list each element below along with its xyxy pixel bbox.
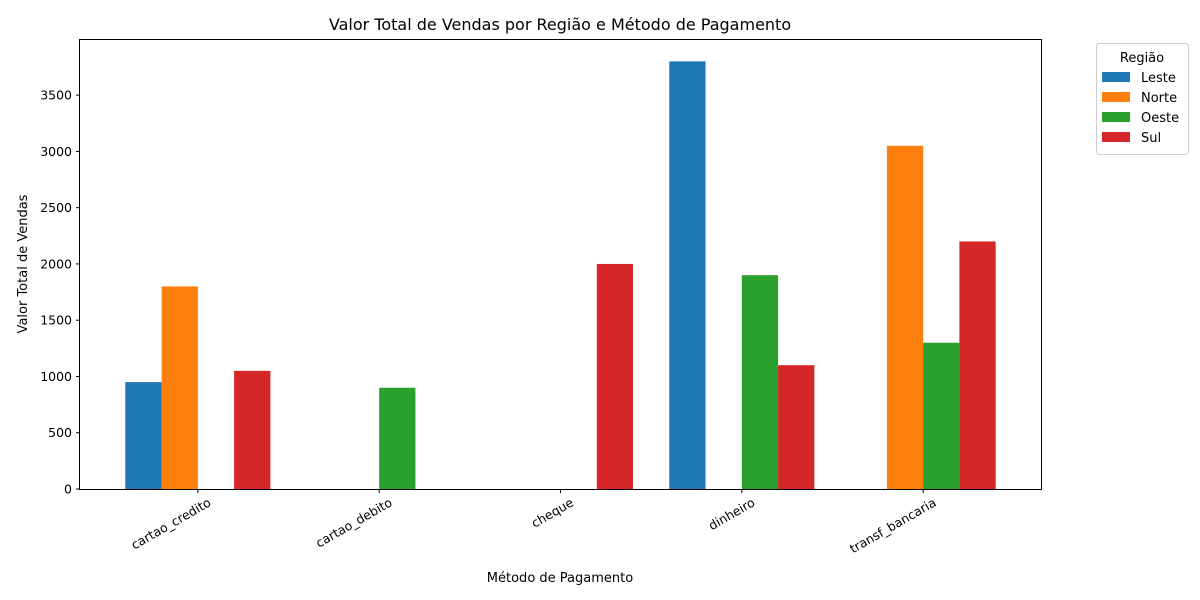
bar-oeste-transf_bancaria	[923, 342, 960, 489]
chart-title: Valor Total de Vendas por Região e Métod…	[329, 15, 791, 34]
y-tick-label: 3000	[40, 144, 72, 159]
legend-swatch-leste	[1102, 72, 1130, 82]
bars-group	[125, 61, 996, 489]
legend-swatch-norte	[1102, 92, 1130, 102]
bar-sul-cartao_credito	[234, 370, 271, 489]
x-tick-label: cartao_debito	[313, 495, 395, 551]
legend-frame	[1096, 43, 1189, 155]
bar-oeste-cartao_debito	[379, 387, 416, 489]
x-axis-label: Método de Pagamento	[487, 571, 633, 586]
legend: Região Leste Norte Oeste Sul	[1096, 43, 1189, 155]
y-tick-label: 2500	[40, 200, 72, 215]
legend-swatch-sul	[1102, 132, 1130, 142]
legend-title: Região	[1120, 51, 1164, 66]
y-tick-label: 2000	[40, 256, 72, 271]
legend-label-oeste: Oeste	[1141, 111, 1179, 126]
legend-swatch-oeste	[1102, 112, 1130, 122]
x-axis: cartao_credito cartao_debito cheque dinheir…	[128, 489, 939, 557]
bar-leste-cartao_credito	[125, 382, 162, 489]
plot-frame	[79, 39, 1042, 490]
legend-label-leste: Leste	[1141, 71, 1176, 86]
legend-label-norte: Norte	[1141, 91, 1177, 106]
x-tick-label: dinheiro	[706, 495, 758, 533]
y-tick-label: 1000	[40, 369, 72, 384]
y-tick-label: 500	[48, 425, 72, 440]
y-axis-label: Valor Total de Vendas	[16, 194, 31, 333]
x-tick-label: cartao_credito	[128, 495, 213, 553]
legend-label-sul: Sul	[1141, 131, 1161, 146]
y-axis: 0 500 1000 1500 2000 2500 3000 3500	[40, 88, 80, 497]
bar-leste-dinheiro	[669, 61, 706, 489]
bar-norte-transf_bancaria	[886, 145, 924, 489]
bar-sul-transf_bancaria	[959, 241, 996, 489]
bar-sul-dinheiro	[778, 365, 815, 489]
x-tick-label: cheque	[529, 494, 577, 530]
x-tick-label: transf_bancaria	[847, 495, 939, 557]
y-tick-label: 1500	[40, 313, 72, 328]
y-tick-label: 3500	[40, 88, 72, 103]
bar-oeste-dinheiro	[741, 275, 779, 489]
y-tick-label: 0	[64, 482, 72, 497]
bar-norte-cartao_credito	[161, 286, 198, 489]
bar-sul-cheque	[596, 263, 634, 489]
